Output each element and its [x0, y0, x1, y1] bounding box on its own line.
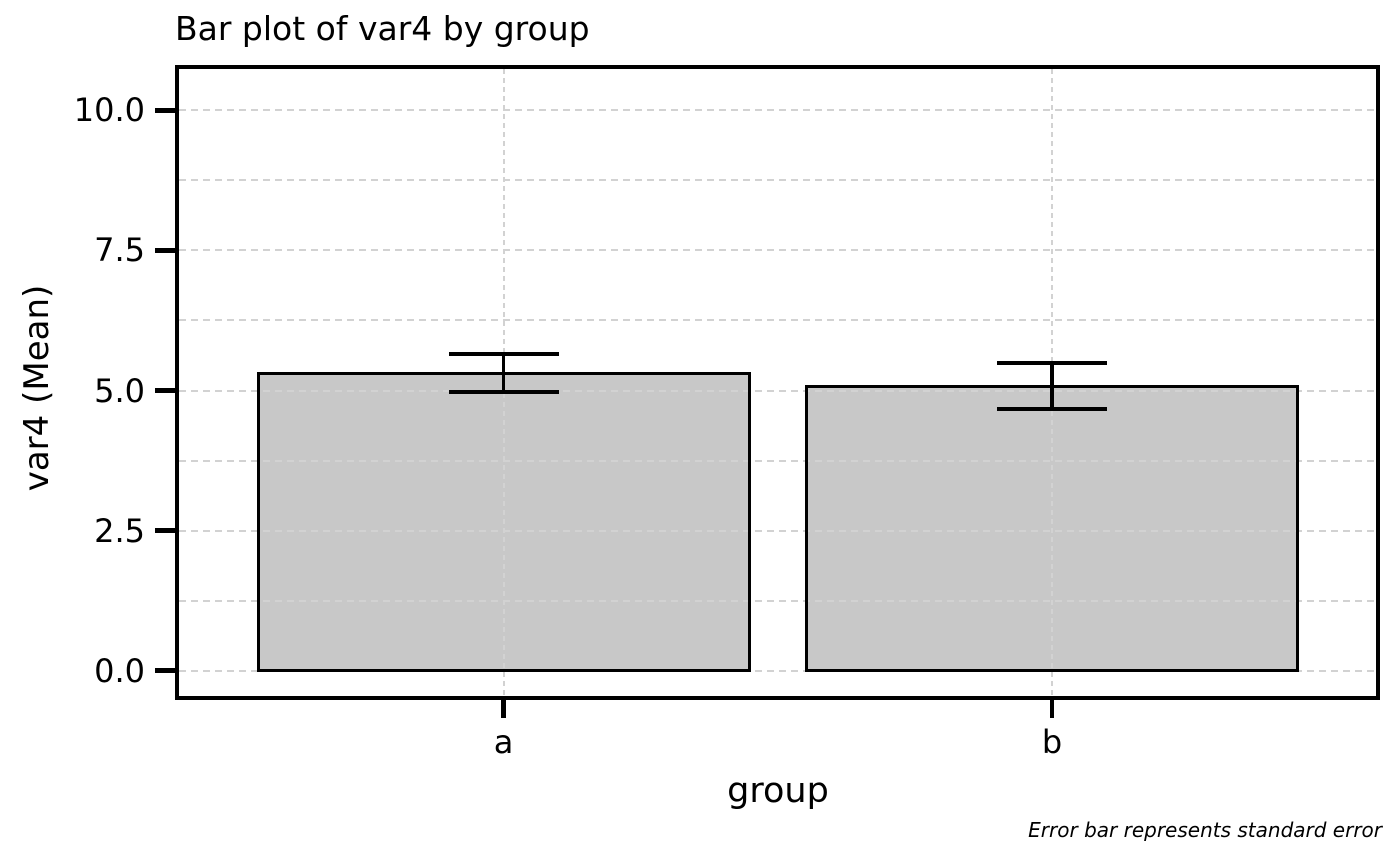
gridline-y-3.75 [179, 459, 1376, 462]
gridline-y-1.25 [179, 599, 1376, 602]
y-tick-10.0 [155, 108, 175, 113]
error-bar-stem-a [501, 354, 506, 393]
y-tick-label-0.0: 0.0 [94, 651, 145, 690]
x-tick-label-a: a [493, 723, 514, 761]
y-tick-2.5 [155, 528, 175, 533]
footnote: Error bar represents standard error [1028, 818, 1382, 842]
plot-inner [179, 69, 1376, 696]
gridline-y-0 [179, 669, 1376, 672]
y-tick-0.0 [155, 668, 175, 673]
x-tick-label-b: b [1041, 723, 1063, 761]
gridline-y-5 [179, 389, 1376, 392]
chart-title: Bar plot of var4 by group [175, 9, 590, 48]
gridline-y-10 [179, 109, 1376, 112]
x-axis-label: group [727, 771, 829, 811]
gridline-y-2.5 [179, 529, 1376, 532]
gridline-y-8.75 [179, 179, 1376, 182]
y-tick-5.0 [155, 388, 175, 393]
y-tick-label-5.0: 5.0 [94, 371, 145, 410]
error-bar-layer [179, 69, 1376, 696]
gridline-y-6.25 [179, 319, 1376, 322]
error-bar-stem-b [1050, 363, 1054, 409]
error-bar-cap-bottom-a [448, 390, 559, 394]
error-bar-cap-bottom-b [997, 407, 1107, 411]
x-tick-a [501, 700, 506, 718]
gridline-y-7.5 [179, 249, 1376, 252]
plot-area [175, 65, 1380, 700]
y-tick-label-2.5: 2.5 [94, 511, 145, 550]
error-bar-cap-top-b [997, 361, 1107, 365]
y-tick-7.5 [155, 248, 175, 253]
y-tick-label-10.0: 10.0 [73, 91, 145, 130]
error-bar-cap-top-a [448, 352, 559, 356]
x-tick-b [1049, 700, 1055, 718]
y-tick-label-7.5: 7.5 [94, 231, 145, 270]
